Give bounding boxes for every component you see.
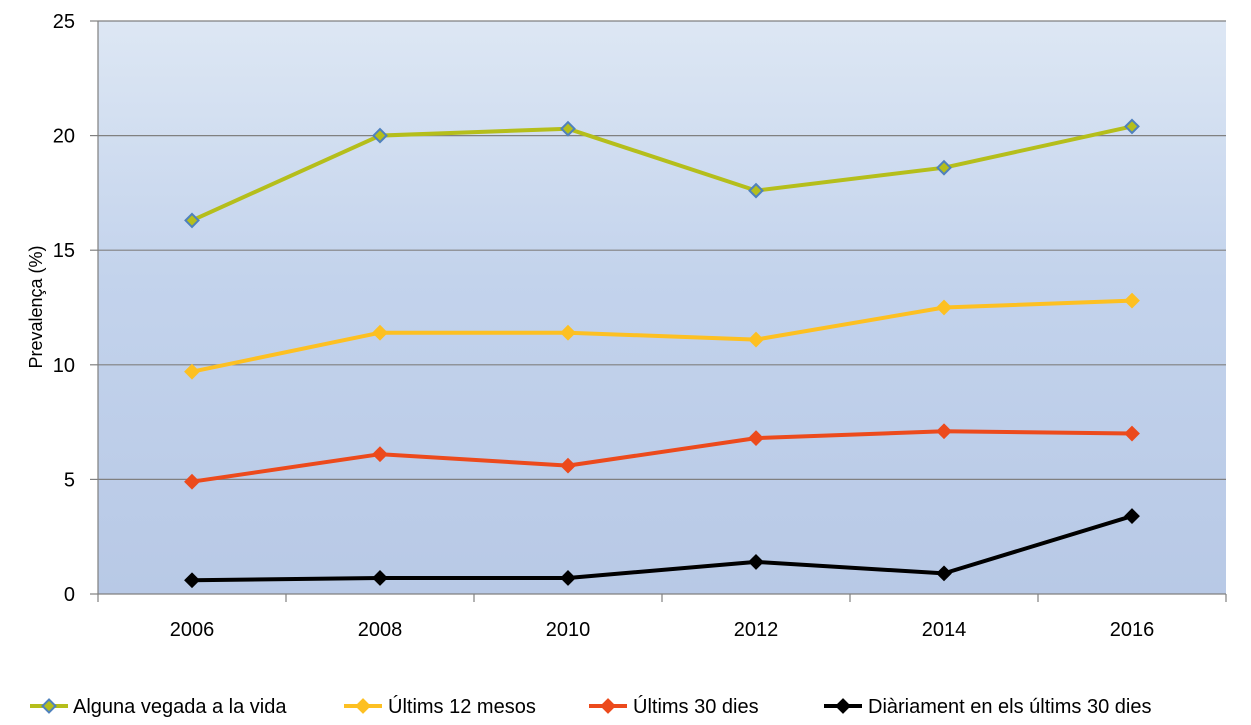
data-point (372, 324, 388, 341)
data-point (748, 553, 764, 570)
series-3 (184, 508, 1140, 589)
data-point (184, 212, 200, 229)
y-tick-label: 0 (64, 584, 75, 606)
x-tick-label: 2012 (734, 619, 779, 641)
data-point (1124, 508, 1140, 524)
data-point (1124, 118, 1140, 135)
data-point (1124, 425, 1140, 442)
data-point (936, 423, 952, 440)
series-0 (184, 118, 1140, 229)
gridlines (98, 20, 1226, 480)
data-point (560, 457, 576, 474)
series-group (184, 118, 1140, 589)
legend-label: Alguna vegada a la vida (73, 696, 287, 718)
y-tick-label: 15 (53, 240, 75, 262)
x-tick-label: 2014 (922, 619, 967, 641)
data-point (184, 473, 200, 490)
y-tick-label: 10 (53, 355, 75, 377)
legend-swatch-marker (355, 698, 371, 714)
series-2 (184, 423, 1140, 490)
series-line (190, 298, 1134, 374)
legend-entry: Diàriament en els últims 30 dies (824, 696, 1151, 718)
legend-swatch-marker (600, 698, 616, 714)
series-1 (184, 292, 1140, 380)
data-point (372, 570, 388, 586)
y-tick-label: 5 (64, 469, 75, 491)
legend-label: Diàriament en els últims 30 dies (868, 696, 1151, 718)
legend-label: Últims 12 mesos (388, 695, 536, 718)
data-point (936, 565, 952, 582)
data-point (748, 182, 764, 199)
series-line (190, 124, 1134, 223)
series-line (190, 514, 1134, 583)
x-tick-label: 2010 (546, 619, 591, 641)
legend-entry: Últims 12 mesos (344, 695, 536, 718)
data-point (560, 324, 576, 341)
data-point (184, 572, 200, 589)
data-point (560, 120, 576, 137)
data-point (372, 446, 388, 463)
data-point (748, 331, 764, 348)
legend-label: Últims 30 dies (633, 695, 759, 718)
axes (90, 20, 1227, 602)
data-point (184, 363, 200, 380)
data-point (936, 299, 952, 316)
legend-entry: Alguna vegada a la vida (30, 696, 287, 718)
tick-labels: 0 5 10 15 20 25 2006 2008 2010 2012 2014 2016 (53, 11, 1155, 641)
series-line (190, 429, 1134, 484)
data-point (560, 570, 576, 586)
data-point (936, 159, 952, 176)
legend-swatch-marker (41, 698, 57, 714)
x-tick-label: 2008 (358, 619, 403, 641)
legend: Alguna vegada a la vida Últims 12 mesos Úl… (30, 695, 1151, 718)
data-point (1124, 292, 1140, 309)
y-tick-label: 25 (53, 11, 75, 33)
legend-entry: Últims 30 dies (589, 695, 759, 718)
y-axis-title: Prevalença (%) (26, 245, 46, 368)
plot-area (98, 21, 1226, 594)
x-tick-label: 2006 (170, 619, 215, 641)
y-tick-label: 20 (53, 126, 75, 148)
x-tick-label: 2016 (1110, 619, 1155, 641)
data-point (748, 430, 764, 447)
legend-swatch-marker (835, 698, 851, 714)
data-point (372, 127, 388, 144)
